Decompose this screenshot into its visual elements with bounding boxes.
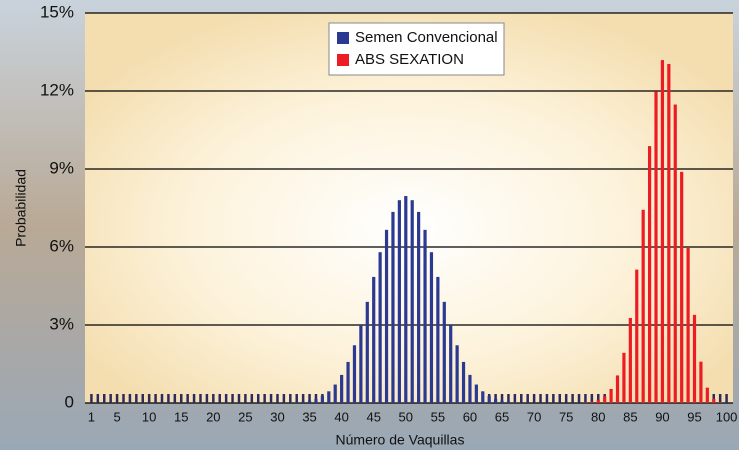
x-tick-label: 60: [463, 409, 477, 424]
bar: [699, 362, 702, 403]
page: Probabilidad Número de Vaquillas 0 3% 6% 9%…: [0, 0, 739, 450]
y-tick-label: 6%: [49, 236, 74, 255]
x-tick-label: 55: [431, 409, 445, 424]
bar: [314, 399, 317, 403]
x-tick-label: 90: [655, 409, 669, 424]
bar: [443, 302, 446, 403]
bar: [359, 325, 362, 403]
bar: [404, 196, 407, 403]
bar: [706, 388, 709, 403]
bar: [629, 318, 632, 403]
bar: [661, 60, 664, 403]
bar: [500, 401, 503, 403]
legend-swatch: [337, 32, 349, 44]
bar: [475, 385, 478, 403]
bar: [456, 345, 459, 403]
bar: [353, 345, 356, 403]
x-tick-label: 25: [238, 409, 252, 424]
bar: [379, 252, 382, 403]
bar: [391, 212, 394, 403]
bar: [398, 200, 401, 403]
legend-label: Semen Convencional: [355, 29, 498, 46]
bar: [513, 402, 516, 403]
bar: [712, 399, 715, 403]
x-axis-title: Número de Vaquillas: [336, 432, 465, 448]
bar: [449, 325, 452, 403]
x-tick-label: 10: [142, 409, 156, 424]
bar: [680, 172, 683, 403]
bar: [494, 399, 497, 403]
legend-swatch: [337, 54, 349, 66]
x-tick-label: 65: [495, 409, 509, 424]
bar: [642, 210, 645, 403]
x-tick-label: 40: [334, 409, 348, 424]
bar: [327, 391, 330, 403]
bar: [667, 64, 670, 403]
bar: [590, 402, 593, 403]
legend-label: ABS SEXATION: [355, 51, 464, 68]
x-tick-label: 30: [270, 409, 284, 424]
bar: [411, 200, 414, 403]
y-tick-label: 12%: [40, 80, 74, 99]
x-tick-label: 70: [527, 409, 541, 424]
y-tick-label: 15%: [40, 2, 74, 21]
chart: Probabilidad Número de Vaquillas 0 3% 6% 9%…: [0, 0, 739, 450]
bar: [488, 396, 491, 403]
y-tick-label: 0: [65, 392, 74, 411]
x-tick-label: 95: [687, 409, 701, 424]
bar: [719, 402, 722, 403]
bar: [603, 396, 606, 403]
x-tick-label: 85: [623, 409, 637, 424]
bar: [635, 270, 638, 403]
bar: [436, 277, 439, 403]
bar: [366, 302, 369, 403]
x-tick-label: 5: [113, 409, 120, 424]
bar: [295, 402, 298, 403]
x-tick-label: 1: [88, 409, 95, 424]
bar: [609, 389, 612, 403]
bar: [334, 385, 337, 403]
bar: [308, 401, 311, 403]
x-tick-label: 15: [174, 409, 188, 424]
bar: [372, 277, 375, 403]
bar: [654, 91, 657, 403]
bar: [302, 402, 305, 403]
bar: [321, 396, 324, 403]
bar: [507, 402, 510, 403]
y-tick-label: 9%: [49, 158, 74, 177]
bar: [622, 353, 625, 403]
bar: [686, 248, 689, 403]
x-tick-label: 50: [399, 409, 413, 424]
bar: [481, 391, 484, 403]
x-tick-label: 20: [206, 409, 220, 424]
bar: [346, 362, 349, 403]
bar: [340, 375, 343, 403]
bar: [430, 252, 433, 403]
y-axis-title: Probabilidad: [13, 169, 29, 247]
bar: [674, 105, 677, 403]
bar: [417, 212, 420, 403]
bar: [597, 400, 600, 403]
bar: [584, 402, 587, 403]
bar: [385, 230, 388, 403]
bar: [648, 146, 651, 403]
bar: [468, 375, 471, 403]
y-tick-label: 3%: [49, 314, 74, 333]
x-tick-label: 35: [302, 409, 316, 424]
bar: [616, 375, 619, 403]
bar: [423, 230, 426, 403]
x-tick-label: 75: [559, 409, 573, 424]
x-tick-label: 100: [716, 409, 738, 424]
bar: [693, 315, 696, 403]
bar: [462, 362, 465, 403]
x-tick-label: 80: [591, 409, 605, 424]
x-tick-label: 45: [366, 409, 380, 424]
